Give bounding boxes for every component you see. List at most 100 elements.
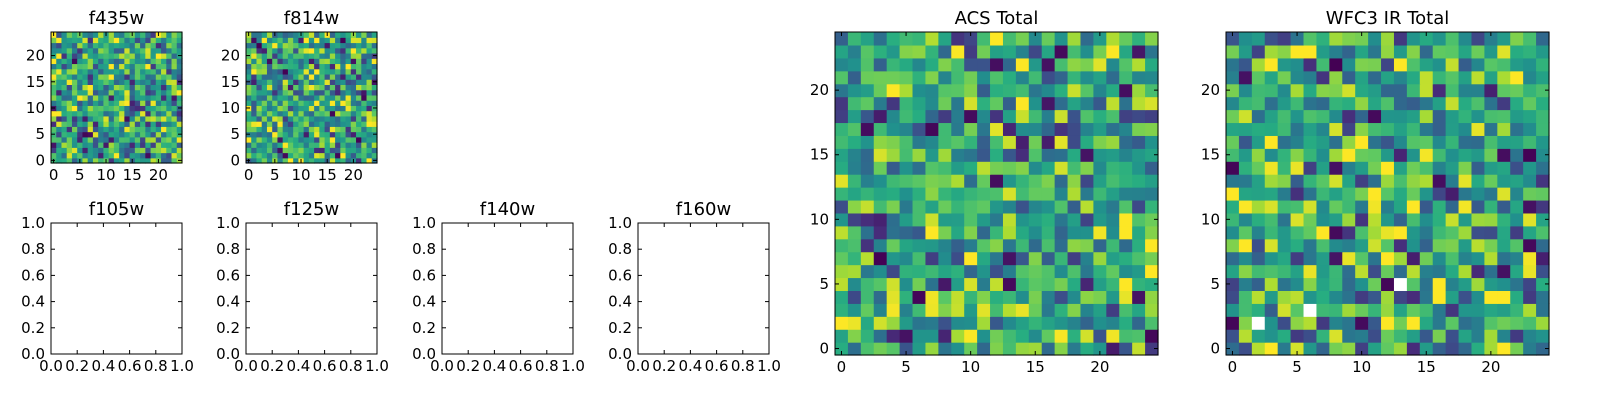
heatmap-cell — [66, 47, 73, 54]
heatmap-cell — [293, 47, 299, 54]
heatmap-cell — [92, 63, 99, 70]
heatmap-cell — [925, 212, 939, 227]
heatmap-cell — [166, 142, 173, 148]
heatmap-cell — [1393, 342, 1408, 356]
heatmap-cell — [1523, 238, 1537, 253]
heatmap-cell — [176, 115, 183, 122]
heatmap-cell — [1458, 174, 1473, 188]
axes-frame-acs-total — [834, 31, 1159, 356]
heatmap-cell — [298, 136, 305, 143]
heatmap-cell — [103, 73, 110, 80]
heatmap-cell — [282, 37, 289, 44]
heatmap-cell — [925, 342, 939, 356]
heatmap-cell — [1119, 161, 1133, 175]
heatmap-cell — [61, 68, 68, 75]
heatmap-cell — [308, 115, 315, 122]
heatmap-cell — [113, 58, 120, 65]
heatmap-cell — [977, 342, 991, 356]
heatmap-cell — [925, 32, 939, 46]
heatmap-cell — [1067, 290, 1082, 304]
heatmap-cell — [246, 68, 252, 75]
heatmap-cell — [145, 37, 152, 44]
heatmap-cell — [925, 174, 939, 188]
heatmap-cell — [1251, 316, 1266, 330]
x-tick-label: 0.2 — [260, 357, 284, 375]
heatmap-cell — [1432, 44, 1447, 59]
heatmap-cell — [1536, 187, 1550, 201]
heatmap-cell — [1264, 251, 1279, 266]
heatmap-cell — [1238, 174, 1253, 188]
heatmap-cell — [860, 96, 875, 111]
heatmap-cell — [873, 290, 888, 304]
heatmap-cell — [303, 68, 310, 75]
heatmap-cell — [1041, 329, 1056, 343]
heatmap-cell — [1458, 32, 1473, 46]
x-tick-label: 0.4 — [482, 357, 506, 375]
heatmap-cell — [171, 73, 178, 80]
heatmap-cell — [1106, 290, 1120, 304]
heatmap-cell — [1290, 96, 1305, 111]
heatmap-cell — [256, 68, 263, 75]
heatmap-cell — [150, 94, 157, 101]
heatmap-cell — [150, 73, 157, 80]
heatmap-cell — [166, 32, 173, 38]
heatmap-cell — [1251, 83, 1266, 98]
heatmap-cell — [873, 135, 888, 149]
heatmap-cell — [119, 131, 125, 138]
heatmap-cell — [82, 63, 89, 70]
heatmap-cell — [87, 115, 94, 122]
heatmap-cell — [113, 42, 120, 49]
heatmap-cell — [314, 63, 320, 70]
heatmap-cell — [329, 32, 336, 38]
heatmap-cell — [1028, 122, 1043, 136]
heatmap-cell — [938, 148, 952, 162]
heatmap-cell — [277, 157, 284, 164]
heatmap-cell — [340, 79, 347, 85]
heatmap-cell — [108, 100, 115, 106]
heatmap-cell — [366, 110, 373, 117]
heatmap-cell — [345, 79, 352, 85]
heatmap-cell — [1002, 251, 1017, 266]
heatmap-cell — [103, 89, 110, 96]
heatmap-cell — [1316, 44, 1330, 59]
heatmap-cell — [860, 32, 875, 46]
heatmap-cell — [1264, 44, 1279, 59]
heatmap-cell — [1093, 148, 1107, 162]
heatmap-cell — [1303, 187, 1318, 201]
heatmap-cell — [1093, 199, 1107, 214]
heatmap-cell — [1015, 212, 1030, 227]
heatmap-cell — [1329, 57, 1343, 72]
heatmap-cell — [990, 174, 1004, 188]
heatmap-cell — [145, 79, 152, 85]
heatmap-cell — [77, 136, 84, 143]
heatmap-cell — [1041, 148, 1056, 162]
heatmap-cell — [166, 131, 173, 138]
heatmap-cell — [1381, 96, 1395, 111]
heatmap-cell — [1484, 135, 1498, 149]
heatmap-cell — [335, 105, 341, 112]
heatmap-cell — [964, 277, 978, 291]
heatmap-cell — [266, 89, 273, 96]
heatmap-cell — [873, 264, 888, 279]
heatmap-cell — [61, 126, 68, 133]
heatmap-cell — [1432, 264, 1447, 279]
heatmap-cell — [77, 58, 84, 65]
heatmap-cell — [1393, 238, 1408, 253]
heatmap-cell — [1445, 342, 1460, 356]
heatmap-cell — [951, 342, 965, 356]
heatmap-cell — [282, 79, 289, 85]
heatmap-cell — [56, 110, 63, 117]
heatmap-cell — [124, 142, 131, 148]
heatmap-cell — [124, 152, 131, 159]
heatmap-cell — [98, 58, 104, 65]
heatmap-cell — [366, 100, 373, 106]
heatmap-cell — [873, 225, 888, 240]
heatmap-cell — [293, 105, 299, 112]
heatmap-cell — [990, 199, 1004, 214]
heatmap-cell — [145, 89, 152, 96]
heatmap-cell — [899, 238, 914, 253]
heatmap-cell — [256, 142, 263, 148]
heatmap-cell — [1067, 135, 1082, 149]
heatmap-cell — [161, 84, 167, 91]
heatmap-cell — [176, 142, 183, 148]
